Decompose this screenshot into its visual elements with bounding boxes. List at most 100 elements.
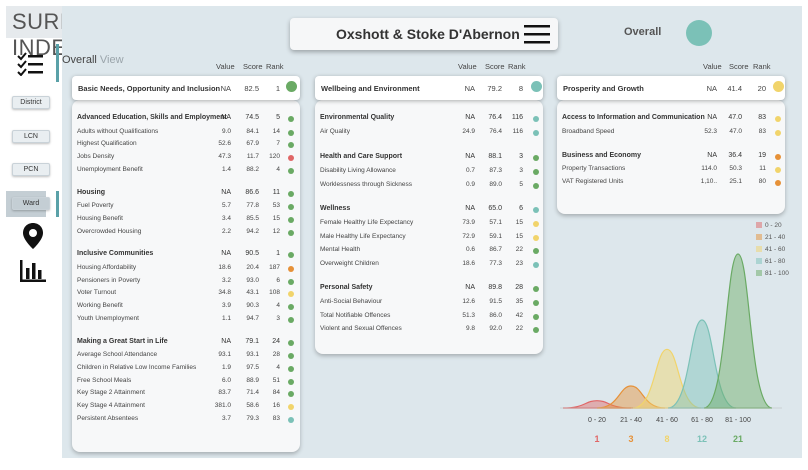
value-cell: 5.7 <box>221 202 231 210</box>
indicator-row[interactable]: Voter Turnout 34.8 43.1 108 <box>77 289 300 300</box>
indicator-row[interactable]: Overcrowded Housing 2.2 94.2 12 <box>77 228 300 239</box>
indicator-row[interactable]: Total Notifiable Offences 51.3 86.0 42 <box>320 312 543 323</box>
indicator-row[interactable]: VAT Registered Units 1,10.. 25.1 80 <box>562 178 785 189</box>
indicator-row[interactable]: Key Stage 4 Attainment 381.0 58.6 16 <box>77 402 300 413</box>
col-header-value: Value <box>703 62 722 71</box>
indicator-label: Female Healthy Life Expectancy <box>320 219 414 227</box>
rank-color-dot <box>533 248 539 255</box>
indicator-row[interactable]: Highest Qualification 52.6 67.9 7 <box>77 140 300 151</box>
indicator-row[interactable]: Overweight Children 18.6 77.3 23 <box>320 260 543 271</box>
checklist-icon[interactable] <box>16 52 46 77</box>
value-cell: NA <box>464 84 475 93</box>
distribution-curve-41-60[interactable] <box>632 348 702 409</box>
indicator-row[interactable]: Female Healthy Life Expectancy 73.9 57.1 15 <box>320 219 543 230</box>
score-cell: 90.5 <box>245 250 259 258</box>
ward-button[interactable]: Ward <box>12 197 50 210</box>
legend-item[interactable]: 0 - 20 <box>756 222 782 229</box>
score-cell: 79.3 <box>246 414 259 422</box>
score-cell: 11.7 <box>246 153 259 161</box>
distribution-curve-81-100[interactable] <box>703 253 773 409</box>
domain-row[interactable]: Wellness NA 65.0 6 <box>320 205 543 216</box>
indicator-row[interactable]: Mental Health 0.6 86.7 22 <box>320 246 543 257</box>
panel-wellbeing <box>315 100 543 354</box>
col-header-score: Score <box>485 62 505 71</box>
indicator-label: Overweight Children <box>320 259 379 267</box>
domain-row[interactable]: Making a Great Start in Life NA 79.1 24 <box>77 338 300 349</box>
bucket-tick-label: 21 - 40 <box>620 417 642 424</box>
domain-row[interactable]: Inclusive Communities NA 90.5 1 <box>77 250 300 261</box>
indicator-row[interactable]: Children in Relative Low Income Families… <box>77 364 300 375</box>
indicator-row[interactable]: Anti-Social Behaviour 12.6 91.5 35 <box>320 298 543 309</box>
indicator-row[interactable]: Key Stage 2 Attainment 83.7 71.4 84 <box>77 389 300 400</box>
distribution-curve-0-20[interactable] <box>562 400 632 409</box>
indicator-row[interactable]: Working Benefit 3.9 90.3 4 <box>77 302 300 313</box>
score-cell: 93.0 <box>246 276 259 284</box>
score-cell: 47.0 <box>728 114 742 121</box>
indicator-row[interactable]: Air Quality 24.9 76.4 116 <box>320 128 543 139</box>
pillar-title: Prosperity and Growth <box>563 84 644 93</box>
rank-color-dot <box>533 234 539 241</box>
lcn-button[interactable]: LCN <box>12 130 50 143</box>
legend-item[interactable]: 41 - 60 <box>756 246 785 253</box>
domain-row[interactable]: Housing NA 86.6 11 <box>77 189 300 200</box>
rank-color-dot <box>288 190 294 197</box>
indicator-row[interactable]: Average School Attendance 93.1 93.1 28 <box>77 351 300 362</box>
indicator-row[interactable]: Fuel Poverty 5.7 77.8 53 <box>77 202 300 213</box>
domain-row[interactable]: Personal Safety NA 89.8 28 <box>320 284 543 295</box>
domain-row[interactable]: Environmental Quality NA 76.4 116 <box>320 114 543 125</box>
indicator-row[interactable]: Housing Affordability 18.6 20.4 187 <box>77 264 300 275</box>
indicator-row[interactable]: Violent and Sexual Offences 9.8 92.0 22 <box>320 325 543 336</box>
indicator-label: Property Transactions <box>562 165 626 173</box>
score-cell: 58.6 <box>246 402 259 409</box>
indicator-row[interactable]: Free School Meals 6.0 88.9 51 <box>77 377 300 388</box>
rank-color-dot <box>288 129 294 136</box>
indicator-row[interactable]: Housing Benefit 3.4 85.5 15 <box>77 215 300 226</box>
domain-row[interactable]: Health and Care Support NA 88.1 3 <box>320 153 543 164</box>
rank-color-dot <box>533 261 539 268</box>
legend-item[interactable]: 61 - 80 <box>756 258 785 265</box>
legend-swatch <box>756 270 762 277</box>
indicator-row[interactable]: Disability Living Allowance 0.7 87.3 3 <box>320 167 543 178</box>
rank-color-dot <box>288 278 294 285</box>
indicator-row[interactable]: Broadband Speed 52.3 47.0 83 <box>562 128 785 139</box>
value-cell: 51.3 <box>462 311 475 319</box>
indicator-row[interactable]: Youth Unemployment 1.1 94.7 3 <box>77 315 300 326</box>
indicator-row[interactable]: Unemployment Benefit 1.4 88.2 4 <box>77 166 300 177</box>
bucket-count-label: 12 <box>696 434 707 444</box>
view-title-sub: View <box>99 54 124 66</box>
domain-row[interactable]: Access to Information and Communication N… <box>562 114 785 125</box>
hamburger-menu-icon[interactable] <box>524 23 550 45</box>
value-cell: 114.0 <box>701 165 717 173</box>
indicator-row[interactable]: Jobs Density 47.3 11.7 120 <box>77 153 300 164</box>
rank-cell: 116 <box>512 128 523 136</box>
rank-color-dot <box>288 365 294 372</box>
domain-row[interactable]: Business and Economy NA 36.4 19 <box>562 152 785 163</box>
indicator-row[interactable]: Persistent Absentees 3.7 79.3 83 <box>77 415 300 426</box>
bar-chart-icon[interactable] <box>18 258 48 284</box>
indicator-label: Anti-Social Behaviour <box>320 298 383 306</box>
rank-cell: 11 <box>759 165 766 173</box>
legend-item[interactable]: 21 - 40 <box>756 234 785 241</box>
indicator-row[interactable]: Pensioners in Poverty 3.2 93.0 6 <box>77 277 300 288</box>
pcn-button[interactable]: PCN <box>12 163 50 176</box>
distribution-curve-21-40[interactable] <box>596 385 666 409</box>
map-pin-icon[interactable] <box>22 222 44 250</box>
legend-item[interactable]: 81 - 100 <box>756 270 789 277</box>
domain-row[interactable]: Advanced Education, Skills and Employmen… <box>77 114 300 125</box>
indicator-row[interactable]: Worklessness through Sickness 0.9 89.0 5 <box>320 181 543 192</box>
pillar-header[interactable]: Prosperity and Growth NA 41.4 20 <box>557 76 785 100</box>
indicator-row[interactable]: Adults without Qualifications 9.0 84.1 14 <box>77 128 300 139</box>
rank-color-dot <box>288 252 294 259</box>
value-cell: 0.9 <box>465 180 475 188</box>
district-button[interactable]: District <box>12 96 50 109</box>
indicator-row[interactable]: Property Transactions 114.0 50.3 11 <box>562 165 785 176</box>
pillar-header[interactable]: Basic Needs, Opportunity and Inclusion NA… <box>72 76 300 100</box>
pillar-title: Wellbeing and Environment <box>321 84 420 93</box>
rank-cell: 15 <box>272 214 280 222</box>
pillar-header[interactable]: Wellbeing and Environment NA 79.2 8 <box>315 76 543 100</box>
indicator-row[interactable]: Male Healthy Life Expectancy 72.9 59.1 15 <box>320 233 543 244</box>
score-cell: 84.1 <box>246 127 259 135</box>
distribution-curve-61-80[interactable] <box>667 319 737 409</box>
rank-color-dot <box>533 300 539 307</box>
rank-color-dot <box>288 155 294 162</box>
